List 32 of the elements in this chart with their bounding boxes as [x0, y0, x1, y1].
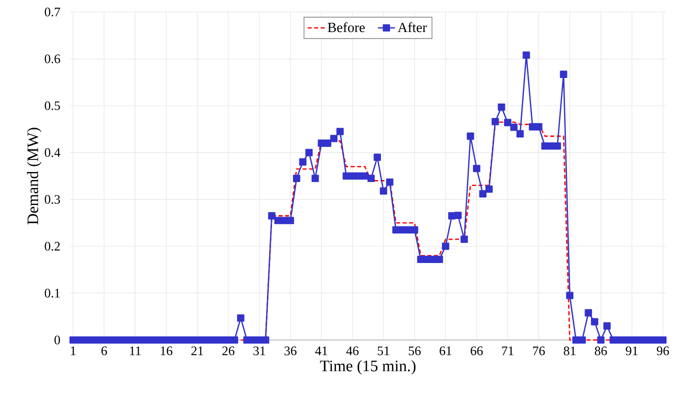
y-tick-label: 0.5	[44, 101, 60, 110]
y-tick-label: 0.3	[44, 195, 60, 204]
x-tick-label: 31	[254, 346, 266, 356]
x-tick-label: 6	[101, 346, 107, 356]
x-tick-label: 16	[160, 346, 172, 356]
x-tick-label: 41	[315, 346, 328, 356]
x-tick-label: 81	[564, 346, 576, 356]
x-tick-label: 66	[470, 346, 483, 356]
y-tick-label: 0.7	[44, 8, 60, 16]
x-tick-label: 91	[626, 346, 638, 356]
x-tick-label: 86	[594, 346, 607, 356]
y-tick-label: 0	[54, 336, 60, 344]
x-tick-label: 11	[130, 346, 141, 356]
y-tick-label: 0.2	[44, 242, 60, 251]
x-tick-label: 36	[284, 346, 296, 356]
y-tick-label: 0.1	[44, 288, 60, 298]
x-tick-label: 1	[71, 346, 76, 356]
x-tick-label: 46	[346, 346, 359, 356]
x-tick-label: 51	[378, 346, 390, 356]
x-tick-label: 26	[222, 346, 234, 356]
x-tick-label: 71	[502, 346, 514, 356]
x-tick-label: 96	[656, 346, 669, 356]
legend-label: Before	[328, 22, 365, 32]
x-tick-label: 56	[408, 346, 421, 356]
x-tick-label: 21	[191, 346, 203, 356]
y-tick-label: 0.6	[44, 54, 60, 64]
x-tick-label: 61	[440, 346, 452, 356]
y-tick-label: 0.4	[44, 148, 60, 157]
y-axis-title: Demand (MW)	[26, 128, 42, 224]
legend-label: After	[398, 22, 427, 32]
x-tick-label: 76	[533, 346, 545, 356]
x-axis-title: Time (15 min.)	[320, 360, 416, 375]
